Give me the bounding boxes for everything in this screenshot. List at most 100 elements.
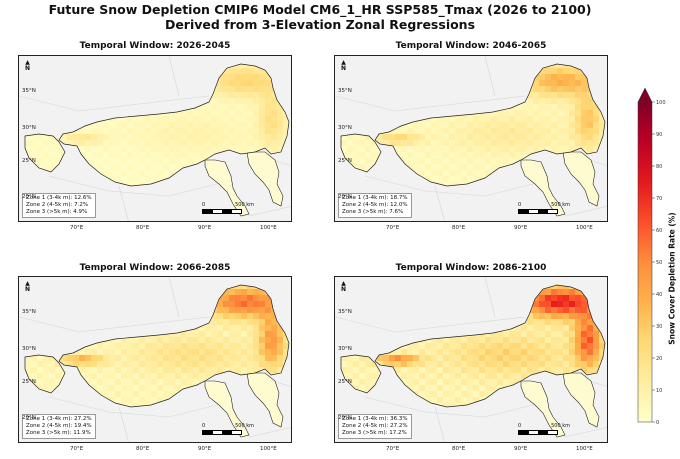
raster-cell: [557, 367, 563, 373]
raster-cell: [115, 170, 121, 176]
raster-cell: [599, 403, 605, 407]
raster-cell: [365, 349, 371, 355]
raster-cell: [401, 379, 407, 385]
raster-cell: [389, 349, 395, 355]
raster-cell: [419, 277, 425, 283]
raster-cell: [259, 116, 265, 122]
raster-cell: [449, 289, 455, 295]
raster-cell: [31, 403, 37, 407]
raster-cell: [193, 397, 199, 403]
raster-cell: [431, 285, 437, 289]
zone-stat: Zone 1 (3-4k m): 36.3%: [342, 416, 408, 422]
raster-cell: [401, 277, 407, 283]
raster-cell: [97, 319, 103, 325]
raster-cell: [569, 68, 575, 74]
raster-cell: [283, 170, 289, 176]
raster-cell: [25, 367, 31, 373]
raster-cell: [347, 289, 353, 295]
raster-cell: [49, 152, 55, 158]
raster-cell: [413, 415, 419, 421]
raster-cell: [437, 80, 443, 86]
raster-cell: [217, 110, 223, 116]
raster-cell: [223, 68, 229, 74]
raster-cell: [283, 373, 289, 379]
raster-cell: [73, 164, 79, 170]
raster-cell: [187, 337, 193, 343]
raster-cell: [365, 128, 371, 134]
raster-cell: [181, 301, 187, 307]
raster-cell: [509, 194, 515, 200]
raster-cell: [473, 349, 479, 355]
raster-cell: [205, 134, 211, 140]
raster-cell: [265, 349, 271, 355]
raster-cell: [145, 409, 151, 415]
raster-cell: [247, 289, 253, 295]
raster-cell: [121, 158, 127, 164]
raster-cell: [235, 98, 241, 104]
raster-cell: [175, 176, 181, 182]
raster-cell: [473, 158, 479, 164]
raster-cell: [509, 158, 515, 164]
raster-cell: [109, 194, 115, 200]
raster-cell: [181, 385, 187, 391]
raster-cell: [127, 319, 133, 325]
raster-cell: [455, 164, 461, 170]
raster-cell: [103, 110, 109, 116]
raster-cell: [247, 64, 253, 68]
raster-cell: [377, 68, 383, 74]
raster-cell: [169, 391, 175, 397]
raster-cell: [277, 307, 283, 313]
raster-cell: [413, 86, 419, 92]
raster-cell: [461, 409, 467, 415]
raster-cell: [389, 337, 395, 343]
raster-cell: [509, 331, 515, 337]
raster-cell: [401, 74, 407, 80]
raster-cell: [277, 110, 283, 116]
raster-cell: [163, 307, 169, 313]
raster-cell: [467, 385, 473, 391]
raster-cell: [371, 325, 377, 331]
raster-cell: [461, 92, 467, 98]
raster-cell: [533, 92, 539, 98]
raster-cell: [49, 313, 55, 319]
raster-cell: [49, 64, 55, 68]
raster-cell: [61, 319, 67, 325]
raster-cell: [247, 74, 253, 80]
raster-cell: [253, 110, 259, 116]
raster-cell: [533, 361, 539, 367]
raster-cell: [575, 343, 581, 349]
raster-cell: [253, 56, 259, 62]
raster-cell: [377, 86, 383, 92]
raster-cell: [31, 116, 37, 122]
raster-cell: [109, 301, 115, 307]
raster-cell: [359, 134, 365, 140]
raster-cell: [557, 301, 563, 307]
raster-cell: [163, 56, 169, 62]
raster-cell: [569, 56, 575, 62]
raster-cell: [31, 158, 37, 164]
raster-cell: [205, 140, 211, 146]
raster-cell: [605, 403, 608, 409]
raster-cell: [91, 116, 97, 122]
raster-cell: [79, 295, 85, 301]
raster-cell: [31, 182, 37, 186]
raster-cell: [467, 56, 473, 62]
raster-cell: [539, 325, 545, 331]
raster-cell: [425, 415, 431, 421]
raster-cell: [347, 146, 353, 152]
raster-cell: [103, 415, 109, 421]
raster-cell: [419, 122, 425, 128]
raster-cell: [103, 367, 109, 373]
raster-cell: [545, 68, 551, 74]
raster-cell: [91, 307, 97, 313]
raster-cell: [181, 325, 187, 331]
raster-cell: [353, 331, 359, 337]
raster-cell: [491, 182, 497, 186]
raster-cell: [175, 361, 181, 367]
raster-cell: [467, 80, 473, 86]
raster-cell: [79, 289, 85, 295]
raster-cell: [133, 295, 139, 301]
raster-cell: [473, 104, 479, 110]
raster-cell: [563, 176, 569, 182]
raster-cell: [527, 415, 533, 421]
